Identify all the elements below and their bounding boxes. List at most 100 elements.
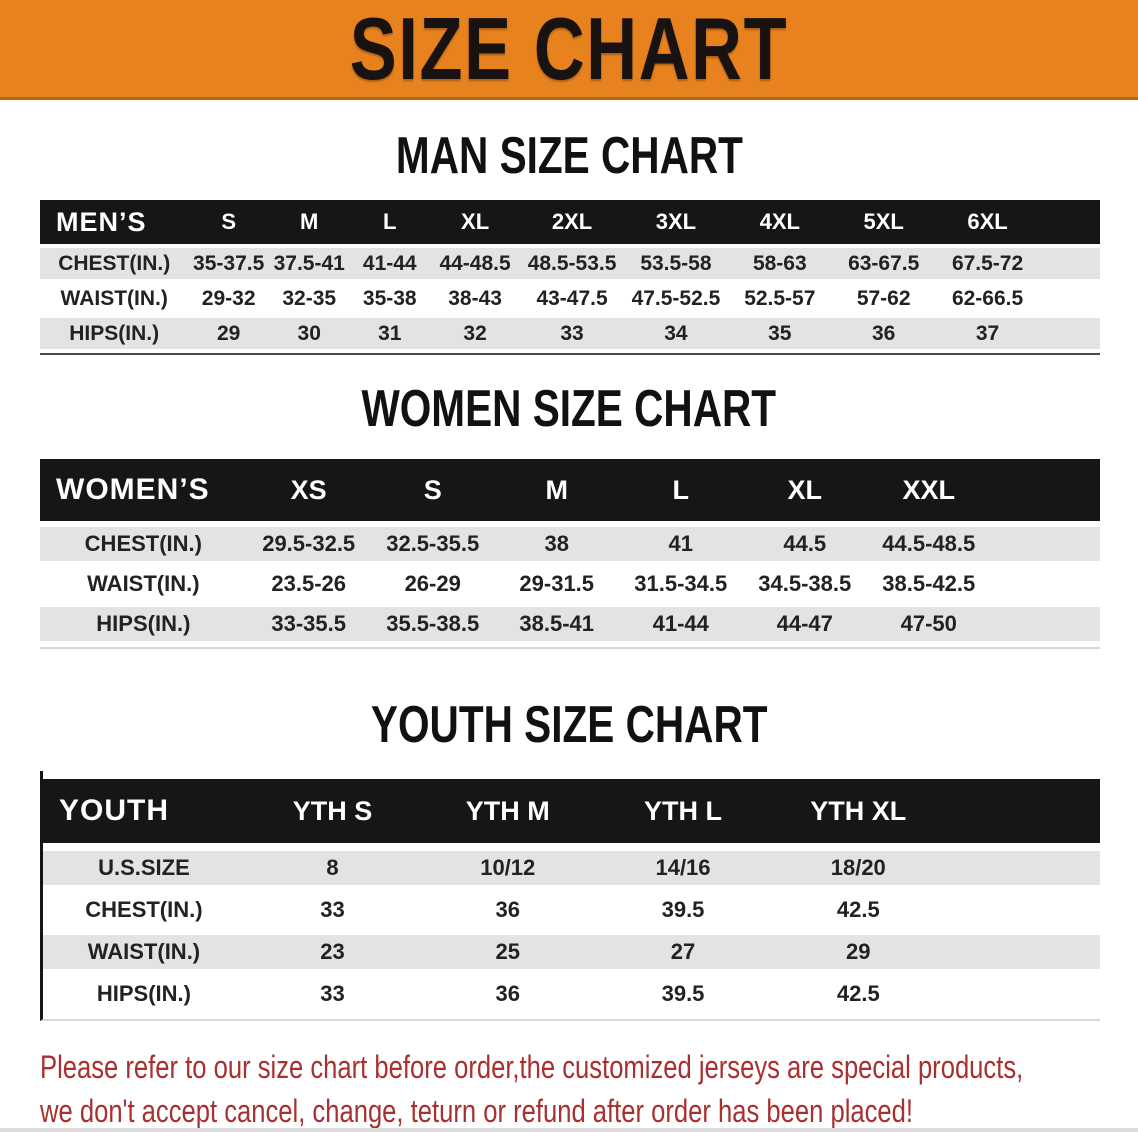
size-column-header: L — [349, 200, 431, 244]
size-column-header: YTH S — [244, 779, 421, 843]
row-label: HIPS(IN.) — [40, 607, 247, 641]
value-cell: 35-38 — [349, 283, 431, 314]
value-cell: 47.5-52.5 — [624, 283, 728, 314]
size-column-header: 3XL — [624, 200, 728, 244]
value-cell: 38 — [494, 527, 619, 561]
value-cell: 53.5-58 — [624, 248, 728, 279]
value-cell: 52.5-57 — [727, 283, 832, 314]
row-label: CHEST(IN.) — [40, 248, 189, 279]
disclaimer-line-2: we don't accept cancel, change, teturn o… — [40, 1093, 913, 1129]
value-cell: 31 — [349, 318, 431, 349]
value-cell: 30 — [268, 318, 350, 349]
value-cell: 25 — [420, 935, 596, 969]
size-column-header: XXL — [866, 459, 991, 521]
mens-size-table: MEN’S S M L XL 2XL 3XL 4XL 5XL 6XL CHEST(IN.) 35-37… — [40, 196, 1100, 355]
value-cell: 14/16 — [595, 851, 771, 885]
women-section-title-text: WOMEN SIZE CHART — [361, 380, 777, 438]
value-cell: 35.5-38.5 — [370, 607, 495, 641]
row-group-header: MEN’S — [40, 200, 189, 244]
value-cell: 36 — [420, 893, 596, 927]
value-cell: 41 — [618, 527, 743, 561]
value-cell: 23.5-26 — [246, 567, 371, 601]
youth-section-title: YOUTH SIZE CHART — [0, 699, 1138, 751]
value-cell: 39.5 — [595, 977, 771, 1011]
filler-cell — [945, 779, 1100, 843]
size-column-header: 2XL — [520, 200, 624, 244]
value-cell: 10/12 — [420, 851, 596, 885]
filler-cell — [990, 607, 1100, 641]
measurement-row: HIPS(IN.) 33 36 39.5 42.5 — [43, 977, 1100, 1011]
filler-cell — [1039, 283, 1100, 314]
value-cell: 18/20 — [770, 851, 946, 885]
value-cell: 29.5-32.5 — [246, 527, 371, 561]
measurement-row: U.S.SIZE 8 10/12 14/16 18/20 — [43, 851, 1100, 885]
value-cell: 31.5-34.5 — [618, 567, 743, 601]
measurement-row: WAIST(IN.) 29-32 32-35 35-38 38-43 43-47.5 47.… — [40, 283, 1100, 314]
value-cell: 34.5-38.5 — [742, 567, 867, 601]
youth-table-wrap: YOUTH YTH S YTH M YTH L YTH XL U.S.SIZE 8 10/12… — [40, 771, 1100, 1021]
size-column-header: XS — [246, 459, 371, 521]
value-cell: 44.5 — [742, 527, 867, 561]
value-cell: 33 — [244, 893, 421, 927]
measurement-row: WAIST(IN.) 23 25 27 29 — [43, 935, 1100, 969]
size-column-header: YTH M — [420, 779, 596, 843]
filler-cell — [1039, 200, 1100, 244]
value-cell: 8 — [244, 851, 421, 885]
filler-cell — [945, 893, 1100, 927]
measurement-row: CHEST(IN.) 29.5-32.5 32.5-35.5 38 41 44.5 44.5… — [40, 527, 1100, 561]
filler-cell — [990, 527, 1100, 561]
size-column-header: M — [494, 459, 619, 521]
size-header-row: YOUTH YTH S YTH M YTH L YTH XL — [43, 779, 1100, 843]
banner-title: SIZE CHART — [349, 0, 789, 98]
size-column-header: XL — [742, 459, 867, 521]
value-cell: 42.5 — [770, 893, 946, 927]
value-cell: 38.5-41 — [494, 607, 619, 641]
value-cell: 47-50 — [866, 607, 991, 641]
measurement-row: CHEST(IN.) 33 36 39.5 42.5 — [43, 893, 1100, 927]
value-cell: 33-35.5 — [246, 607, 371, 641]
women-section-title: WOMEN SIZE CHART — [0, 383, 1138, 435]
filler-cell — [990, 459, 1100, 521]
value-cell: 48.5-53.5 — [520, 248, 624, 279]
filler-cell — [990, 567, 1100, 601]
youth-size-table: YOUTH YTH S YTH M YTH L YTH XL U.S.SIZE 8 10/12… — [40, 771, 1100, 1021]
size-column-header: S — [370, 459, 495, 521]
size-header-row: WOMEN’S XS S M L XL XXL — [40, 459, 1100, 521]
womens-table-wrap: WOMEN’S XS S M L XL XXL CHEST(IN.) 29.5-32.5 32.5… — [40, 453, 1100, 649]
measurement-row: WAIST(IN.) 23.5-26 26-29 29-31.5 31.5-34.5 34… — [40, 567, 1100, 601]
filler-cell — [1039, 318, 1100, 349]
row-label: WAIST(IN.) — [40, 567, 247, 601]
size-column-header: 6XL — [935, 200, 1040, 244]
row-label: HIPS(IN.) — [40, 318, 189, 349]
row-label: HIPS(IN.) — [43, 977, 245, 1011]
row-label: CHEST(IN.) — [40, 527, 247, 561]
value-cell: 29 — [770, 935, 946, 969]
size-chart-banner: SIZE CHART — [0, 0, 1138, 100]
row-label: CHEST(IN.) — [43, 893, 245, 927]
row-group-header: WOMEN’S — [40, 459, 247, 521]
value-cell: 29-32 — [188, 283, 269, 314]
value-cell: 58-63 — [727, 248, 832, 279]
value-cell: 44.5-48.5 — [866, 527, 991, 561]
filler-cell — [945, 851, 1100, 885]
value-cell: 32-35 — [268, 283, 350, 314]
size-column-header: YTH XL — [770, 779, 946, 843]
measurement-row: HIPS(IN.) 29 30 31 32 33 34 35 36 37 — [40, 318, 1100, 349]
disclaimer-line-1: Please refer to our size chart before or… — [40, 1049, 1024, 1085]
value-cell: 33 — [520, 318, 624, 349]
man-section-title-text: MAN SIZE CHART — [395, 127, 743, 185]
size-header-row: MEN’S S M L XL 2XL 3XL 4XL 5XL 6XL — [40, 200, 1100, 244]
value-cell: 35 — [727, 318, 832, 349]
value-cell: 67.5-72 — [935, 248, 1040, 279]
value-cell: 36 — [831, 318, 936, 349]
filler-cell — [945, 977, 1100, 1011]
value-cell: 38-43 — [430, 283, 521, 314]
size-column-header: L — [618, 459, 743, 521]
row-label: U.S.SIZE — [43, 851, 245, 885]
bottom-divider — [0, 1128, 1138, 1132]
youth-section-title-text: YOUTH SIZE CHART — [370, 696, 768, 754]
row-label: WAIST(IN.) — [43, 935, 245, 969]
value-cell: 37 — [935, 318, 1040, 349]
filler-cell — [945, 935, 1100, 969]
